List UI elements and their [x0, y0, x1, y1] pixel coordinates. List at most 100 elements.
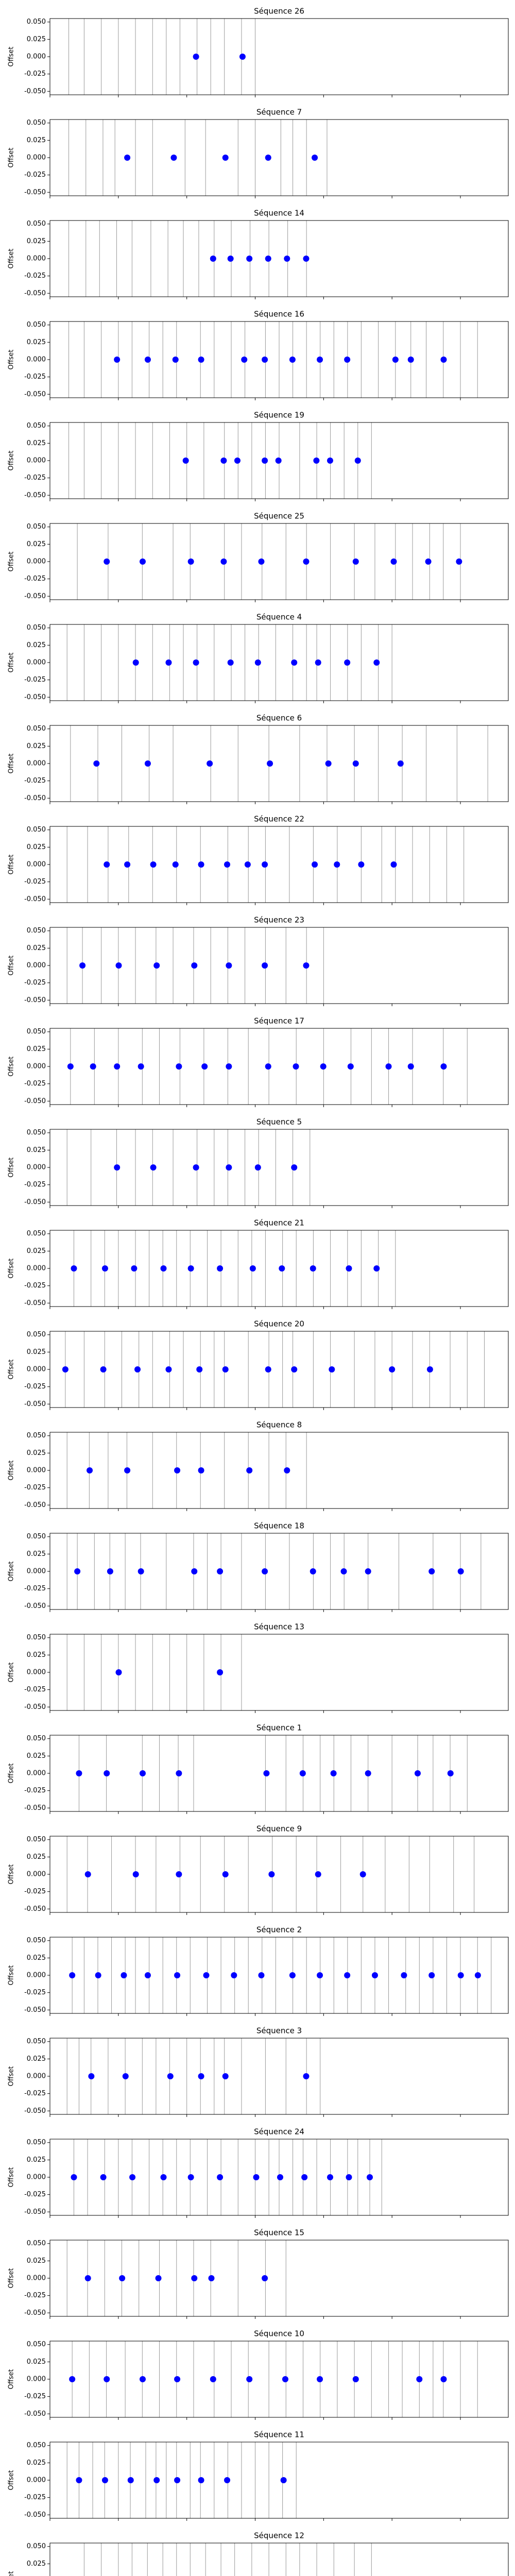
subplot-title: Séquence 2: [256, 1925, 302, 1935]
subplot: Séquence 23 Offset -0.050 -0.025 0.000 0.025 0…: [8, 916, 509, 1006]
offset-point: [347, 1063, 354, 1070]
offset-point: [303, 256, 310, 262]
offset-point: [132, 659, 139, 666]
offset-point: [315, 1871, 321, 1877]
offset-point: [303, 558, 310, 565]
y-tick-label: -0.025: [24, 1282, 46, 1290]
subplot-title: Séquence 7: [256, 108, 302, 117]
offset-point: [62, 1366, 68, 1372]
y-tick-label: 0.050: [27, 826, 46, 834]
subplot-title: Séquence 3: [256, 2026, 302, 2036]
y-tick-label: -0.050: [24, 492, 46, 499]
offset-point: [174, 2477, 181, 2483]
y-tick-label: -0.025: [24, 1585, 46, 1592]
offset-point: [191, 2275, 198, 2281]
y-tick-label: 0.050: [27, 2038, 46, 2045]
offset-point: [222, 2073, 229, 2079]
y-tick-label: -0.025: [24, 1989, 46, 1996]
subplot-title: Séquence 24: [254, 2127, 304, 2137]
offset-point: [176, 1871, 182, 1877]
offset-point: [227, 659, 234, 666]
y-tick-label: -0.025: [24, 1181, 46, 1189]
offset-point: [249, 1265, 256, 1272]
y-axis-label: Offset: [8, 248, 15, 268]
y-tick-label: 0.000: [27, 1063, 46, 1071]
y-tick-label: -0.025: [24, 1484, 46, 1492]
plot-frame: [49, 1836, 509, 1913]
offset-point: [217, 2174, 224, 2180]
offset-point: [440, 357, 447, 363]
subplot: Séquence 2 Offset -0.050 -0.025 0.000 0.025 0.…: [8, 1925, 509, 2016]
offset-point: [119, 2275, 126, 2281]
offset-point: [371, 1972, 378, 1978]
subplot-title: Séquence 12: [254, 2531, 304, 2540]
offset-point: [187, 558, 194, 565]
offset-point: [265, 155, 271, 161]
y-tick-label: -0.050: [24, 1299, 46, 1307]
offset-point: [334, 861, 340, 868]
y-axis-label: Offset: [8, 854, 15, 874]
offset-point: [447, 1770, 454, 1776]
subplot-title: Séquence 4: [256, 613, 302, 622]
offset-point: [226, 962, 232, 969]
offset-point: [226, 1063, 232, 1070]
y-tick-label: -0.025: [24, 878, 46, 886]
offset-point: [217, 1265, 224, 1272]
y-tick-label: -0.050: [24, 2006, 46, 2014]
y-tick-label: 0.050: [27, 1230, 46, 1238]
offset-point: [457, 1568, 464, 1574]
y-axis-label: Offset: [8, 753, 15, 773]
y-axis-label: Offset: [8, 1157, 15, 1177]
offset-point: [346, 1265, 352, 1272]
offset-point: [265, 1366, 271, 1372]
offset-point: [87, 1467, 93, 1473]
subplot-title: Séquence 26: [254, 7, 304, 16]
offset-point: [222, 155, 229, 161]
y-tick-label: 0.050: [27, 2139, 46, 2146]
offset-point: [265, 256, 271, 262]
y-tick-label: -0.050: [24, 1602, 46, 1610]
y-tick-label: 0.050: [27, 624, 46, 632]
plot-frame: [49, 2038, 509, 2115]
plot-frame: [49, 1432, 509, 1509]
offset-point: [176, 1770, 182, 1776]
subplot: Séquence 10 Offset -0.050 -0.025 0.000 0.025 0…: [8, 2329, 509, 2420]
y-tick-label: 0.025: [27, 439, 46, 447]
offset-point: [114, 1164, 121, 1171]
y-tick-label: 0.000: [27, 558, 46, 566]
y-tick-label: -0.050: [24, 895, 46, 903]
y-tick-label: 0.000: [27, 2174, 46, 2181]
plot-frame: [49, 2139, 509, 2216]
plot-frame: [49, 119, 509, 196]
offset-point: [153, 962, 160, 969]
subplot-title: Séquence 13: [254, 1622, 304, 1632]
offset-point: [414, 1770, 421, 1776]
offset-point: [239, 54, 246, 60]
offset-point: [234, 457, 241, 464]
offset-point: [198, 2073, 204, 2079]
y-tick-label: 0.000: [27, 1467, 46, 1475]
offset-point: [172, 861, 179, 868]
offset-point: [352, 760, 359, 767]
offset-point: [193, 1164, 199, 1171]
offset-point: [74, 1568, 81, 1574]
y-tick-label: 0.025: [27, 540, 46, 548]
y-tick-label: 0.050: [27, 119, 46, 127]
y-tick-label: 0.000: [27, 255, 46, 263]
offset-point: [67, 1063, 74, 1070]
offset-point: [104, 861, 110, 868]
plot-frame: [49, 725, 509, 802]
offset-point: [150, 1164, 157, 1171]
offset-point: [293, 1063, 299, 1070]
y-axis-label: Offset: [8, 450, 15, 470]
y-tick-label: 0.025: [27, 1348, 46, 1356]
subplot-title: Séquence 14: [254, 209, 304, 218]
offset-point: [176, 1063, 182, 1070]
offset-point: [114, 1063, 121, 1070]
offset-point: [440, 1063, 447, 1070]
offset-point: [258, 558, 265, 565]
y-tick-label: 0.050: [27, 1634, 46, 1641]
subplot: Séquence 25 Offset -0.050 -0.025 0.000 0.025 0…: [8, 512, 509, 602]
y-tick-label: -0.050: [24, 2309, 46, 2317]
